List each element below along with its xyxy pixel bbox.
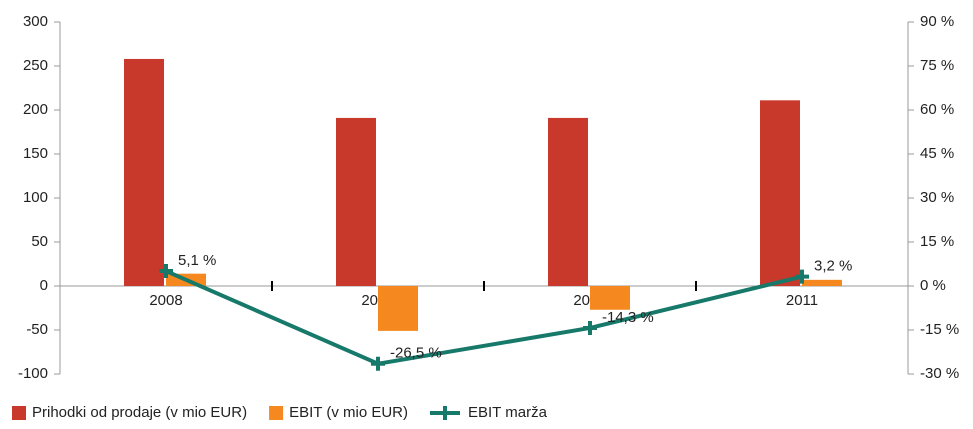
legend-swatch [269, 406, 284, 420]
legend-label: EBIT (v mio EUR) [289, 404, 408, 421]
y2-tick-label: -30 % [920, 365, 959, 382]
x-tick-label: 2008 [149, 292, 182, 309]
data-label: -14,3 % [602, 309, 654, 326]
y-tick-label: 200 [23, 101, 48, 118]
data-label: 5,1 % [178, 252, 216, 269]
y-tick-label: 150 [23, 145, 48, 162]
bar [336, 117, 376, 286]
y2-tick-label: -15 % [920, 321, 959, 338]
y-tick-label: 0 [40, 277, 48, 294]
legend-label: Prihodki od prodaje (v mio EUR) [32, 404, 247, 421]
line [165, 269, 803, 366]
x-tick-label: 2011 [786, 292, 818, 309]
y2-tick-label: 15 % [920, 233, 954, 250]
legend-swatch [430, 406, 460, 420]
data-label: 3,2 % [814, 258, 852, 275]
marker [371, 356, 385, 371]
y2-tick-label: 45 % [920, 145, 954, 162]
marker [583, 320, 597, 335]
y-tick-label: 50 [31, 233, 48, 250]
bar [590, 286, 630, 310]
bar [548, 117, 588, 286]
legend-label: EBIT marža [468, 404, 548, 421]
legend-swatch [12, 406, 26, 420]
data-label: -26,5 % [390, 345, 442, 362]
y-tick-label: 250 [23, 57, 48, 74]
bar [124, 58, 164, 287]
bar [802, 279, 842, 286]
y2-tick-label: 30 % [920, 189, 954, 206]
marker [795, 269, 809, 284]
y2-tick-label: 75 % [920, 57, 954, 74]
y-tick-label: 100 [23, 189, 48, 206]
y-tick-label: 300 [23, 13, 48, 30]
marker [159, 264, 173, 279]
y2-tick-label: 60 % [920, 101, 954, 118]
bar [760, 100, 800, 286]
y2-tick-label: 90 % [920, 13, 954, 30]
y-tick-label: -50 [26, 321, 48, 338]
y2-tick-label: 0 % [920, 277, 946, 294]
bar [378, 286, 418, 331]
y-tick-label: -100 [18, 365, 48, 382]
